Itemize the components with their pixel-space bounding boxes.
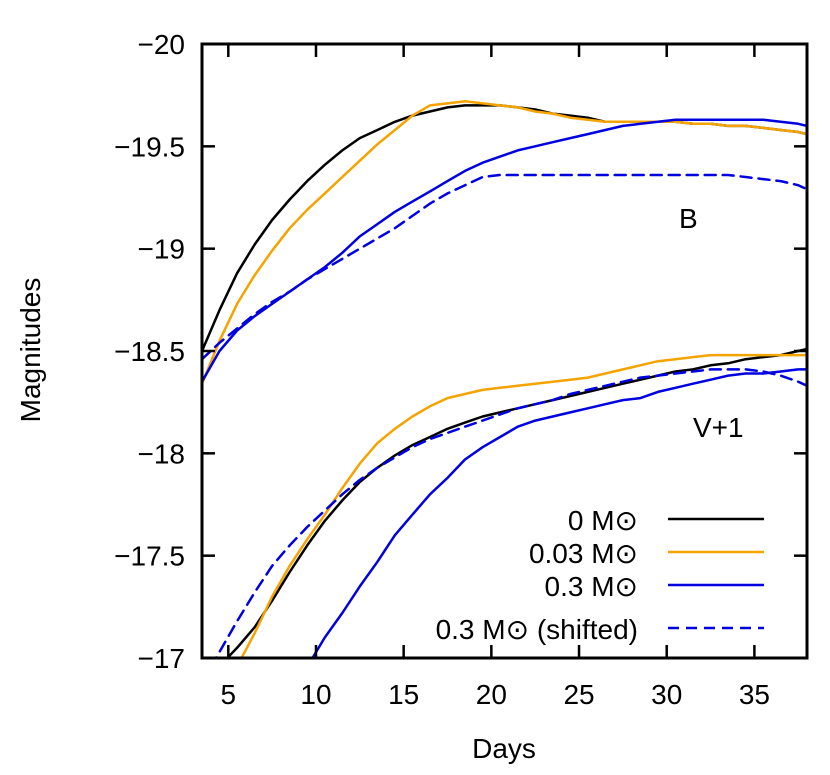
x-tick-label-4: 25 (563, 679, 594, 710)
series-b-1 (202, 100, 807, 385)
legend-entry-1: 0.03 M⊙ (529, 538, 764, 569)
series-b-0 (202, 104, 807, 353)
y-tick-label-3: −18.5 (114, 336, 185, 367)
legend-label-0: 0 M⊙ (568, 505, 638, 536)
series-v-5 (240, 353, 807, 658)
y-tick-label-6: −17 (138, 643, 186, 674)
x-tick-label-2: 15 (388, 679, 419, 710)
legend-entry-3: 0.3 M⊙ (shifted) (436, 614, 764, 645)
x-tick-label-6: 35 (739, 679, 770, 710)
x-tick-label-3: 20 (476, 679, 507, 710)
series-b-2 (202, 118, 807, 383)
legend-label-3: 0.3 M⊙ (shifted) (436, 614, 638, 645)
legend: 0 M⊙ 0.03 M⊙ 0.3 M⊙ 0.3 M⊙ (shifted) (436, 505, 764, 645)
x-axis-title: Days (472, 733, 536, 764)
x-tick-label-5: 30 (651, 679, 682, 710)
ticks-layer: 5 10 15 20 25 30 35 −20 −19.5 −19 −18.5 −18 −17.5 −17 (114, 29, 807, 710)
legend-label-2: 0.3 M⊙ (545, 571, 639, 602)
annotation-b: B (679, 203, 698, 234)
y-tick-label-0: −20 (138, 29, 186, 60)
series-b-3 (202, 173, 807, 361)
legend-entry-2: 0.3 M⊙ (545, 571, 764, 602)
x-tick-label-0: 5 (221, 679, 237, 710)
annotation-v-plus-1: V+1 (693, 412, 744, 443)
x-tick-label-1: 10 (300, 679, 331, 710)
legend-entry-0: 0 M⊙ (568, 505, 764, 536)
y-tick-label-2: −19 (138, 234, 186, 265)
series-v-7 (214, 368, 807, 658)
series-v-6 (311, 368, 807, 658)
y-tick-label-5: −17.5 (114, 541, 185, 572)
y-tick-label-4: −18 (138, 438, 186, 469)
series-layer (202, 100, 807, 658)
y-tick-label-1: −19.5 (114, 131, 185, 162)
legend-label-1: 0.03 M⊙ (529, 538, 638, 569)
y-axis-title: Magnitudes (15, 278, 46, 423)
